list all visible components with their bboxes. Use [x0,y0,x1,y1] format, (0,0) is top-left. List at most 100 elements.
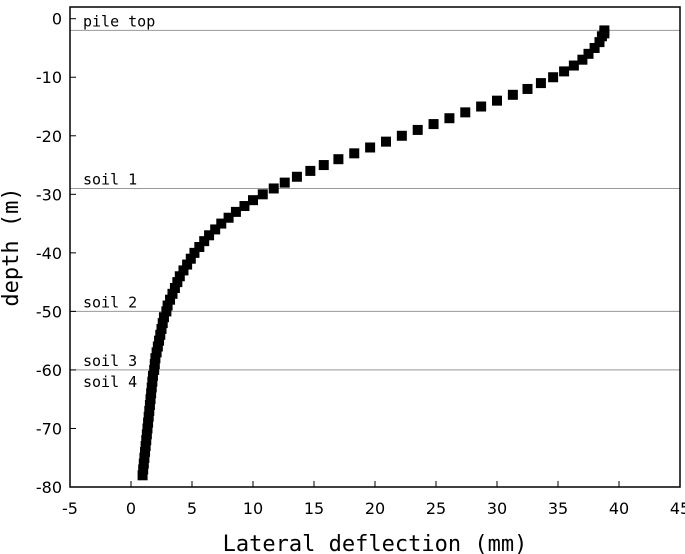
data-point [158,312,169,323]
data-point [155,329,166,340]
data-point [476,101,487,112]
layer-label: pile top [83,12,155,30]
data-point [146,388,157,399]
data-point [279,177,290,188]
data-point [559,66,570,77]
x-tick-label: 0 [126,499,136,518]
data-point [169,282,180,293]
data-point [178,265,189,276]
data-point [140,446,151,457]
data-point [596,31,607,42]
data-point [194,242,205,252]
data-point [152,341,163,352]
data-point [223,212,234,223]
data-point [142,423,153,434]
x-tick-label: 25 [426,499,446,518]
data-point [199,236,210,247]
data-point [380,136,391,147]
data-point [140,441,151,452]
data-point [365,142,376,153]
data-point [460,107,471,118]
y-tick-label: 0 [52,10,62,29]
data-point [333,154,344,165]
data-point [257,189,268,200]
data-point [492,95,502,106]
y-tick-label: -30 [36,185,62,204]
data-point [396,130,407,141]
data-point [161,306,172,317]
data-point [156,323,167,334]
data-point [144,405,155,416]
data-point [151,347,162,358]
y-tick-label: -10 [36,68,62,87]
data-point [349,148,360,159]
data-point [189,247,200,258]
data-point [143,411,154,422]
data-point [216,218,227,229]
data-point [594,37,605,48]
data-point [139,452,150,463]
data-point [568,60,579,71]
data-point [248,195,258,206]
y-axis-ticks: 0 -10 -20 -30 -40 -50 -60 -70 -80 [36,10,76,497]
data-point [583,48,594,59]
data-point [182,259,193,270]
x-tick-label: 10 [243,499,263,518]
data-point [137,470,148,481]
y-axis-title: depth (m) [0,187,24,306]
data-point [143,417,154,428]
layer-label: soil 4 [83,373,137,391]
data-point [318,160,329,171]
data-point [428,119,439,130]
x-tick-label: 40 [609,499,629,518]
plot-frame [69,6,681,488]
x-axis-ticks: -5 0 5 10 15 20 25 30 35 40 45 [62,481,685,518]
data-point [157,318,168,329]
data-point [141,435,152,446]
layer-label: soil 1 [83,170,137,188]
data-point [210,224,221,235]
x-axis-title: Lateral deflection (mm) [223,532,528,554]
x-tick-label: 30 [487,499,507,518]
data-point [149,359,160,370]
data-point [165,294,176,305]
layer-label: soil 2 [83,293,137,311]
data-point [138,464,149,475]
data-point [444,113,455,124]
data-point [138,458,149,469]
data-point [589,42,600,53]
data-point [507,89,518,100]
data-point [535,78,546,89]
data-point [230,206,241,217]
data-markers [137,25,610,481]
data-point [412,124,423,135]
data-point [548,72,559,83]
y-tick-label: -40 [36,244,62,263]
data-point [154,335,165,346]
x-tick-label: 15 [304,499,324,518]
data-point [172,277,183,288]
data-point [167,288,178,299]
data-point [162,300,173,311]
y-tick-label: -20 [36,127,62,146]
y-tick-label: -80 [36,478,62,497]
data-point [150,353,161,364]
layer-label: soil 3 [83,352,137,370]
data-point [145,394,156,405]
x-tick-label: 45 [670,499,685,518]
data-point [305,165,316,176]
soil-layer-labels: pile top soil 1 soil 2 soil 3 soil 4 [83,12,155,391]
x-tick-label: 35 [548,499,568,518]
data-point [147,376,158,387]
data-point [146,382,157,393]
data-point [522,83,533,94]
soil-layer-lines [70,29,680,371]
data-point [291,171,302,182]
data-point [144,400,155,411]
data-point [577,54,588,65]
y-tick-label: -50 [36,302,62,321]
data-point [147,370,158,381]
x-tick-label: -5 [62,499,78,518]
data-point [141,429,152,440]
